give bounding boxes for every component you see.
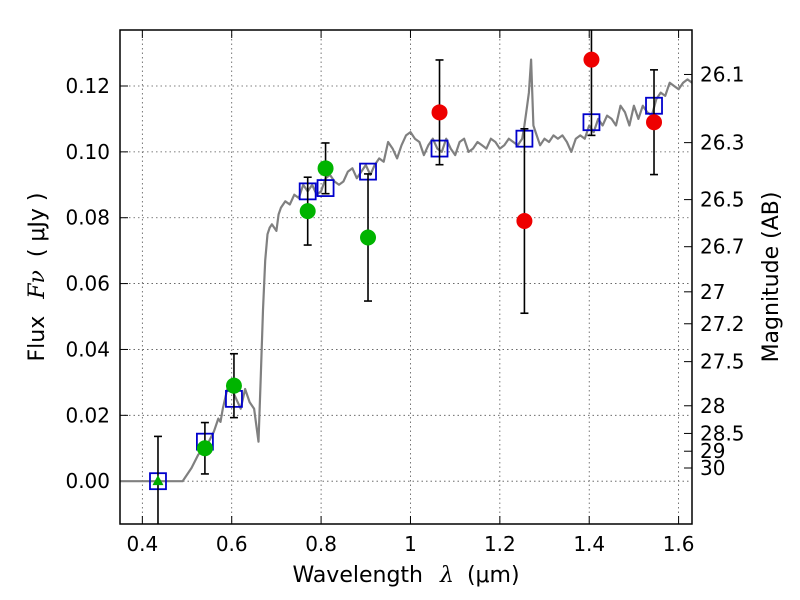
x-axis-label-text: Wavelength — [292, 563, 423, 588]
observed-photometry-point — [225, 377, 242, 394]
y-tick-label: 0.00 — [65, 469, 110, 493]
magnitude-tick-label: 26.7 — [700, 235, 745, 259]
magnitude-tick-label: 29 — [700, 439, 725, 463]
magnitude-tick-label: 28.5 — [700, 421, 745, 445]
y-axis-label-text: Flux — [25, 316, 50, 362]
x-tick-label: 0.6 — [216, 532, 248, 556]
y-axis-var: Fν — [25, 270, 50, 300]
y-tick-label: 0.04 — [65, 337, 110, 361]
magnitude-tick-label: 27 — [700, 280, 725, 304]
observed-photometry-point — [516, 213, 533, 230]
x-tick-label: 1.2 — [484, 532, 516, 556]
observed-photometry-point — [299, 203, 316, 220]
magnitude-tick-label: 26.5 — [700, 188, 745, 212]
y-tick-label: 0.02 — [65, 403, 110, 427]
y-axis-title: Flux Fν ( μJy ) — [25, 192, 50, 361]
sed-curve-group — [120, 58, 692, 483]
axis-ticks: 0.4 0.6 0.8 1 1.2 1.4 1.6 0.00 0.02 0.04 0.06 0.08 0… — [65, 30, 745, 556]
x-axis-unit: (μm) — [467, 563, 520, 588]
magnitude-tick-label: 27.5 — [700, 350, 745, 374]
magnitude-tick-label: 28 — [700, 394, 725, 418]
observed-photometry-point — [360, 229, 377, 246]
grid — [120, 30, 692, 524]
upper-limit-triangle — [152, 475, 164, 486]
x-tick-label: 1 — [404, 532, 417, 556]
plot-area — [120, 30, 692, 524]
observed-photometry-point — [583, 51, 600, 68]
magnitude-tick-label: 27.2 — [700, 312, 745, 336]
observed-photometry-point — [196, 440, 213, 457]
y-tick-label: 0.12 — [65, 74, 110, 98]
magnitude-tick-label: 26.1 — [700, 62, 745, 86]
y-tick-label: 0.06 — [65, 272, 110, 296]
x-tick-label: 1.4 — [573, 532, 605, 556]
sed-model-curve — [120, 58, 692, 483]
x-tick-label: 0.8 — [305, 532, 337, 556]
markers-group — [149, 30, 663, 524]
x-axis-var: λ — [439, 563, 454, 588]
magnitude-tick-label: 30 — [700, 456, 725, 480]
plot-frame — [119, 29, 693, 525]
observed-photometry-point — [431, 104, 448, 121]
x-axis-title: Wavelength λ (μm) — [292, 563, 519, 588]
observed-photometry-point — [646, 114, 663, 131]
magnitude-tick-label: 26.3 — [700, 131, 745, 155]
y-axis-unit: ( μJy ) — [25, 192, 50, 257]
observed-photometry-point — [317, 160, 334, 177]
y-tick-label: 0.10 — [65, 140, 110, 164]
x-tick-label: 0.4 — [126, 532, 158, 556]
x-tick-label: 1.6 — [663, 532, 695, 556]
y-tick-label: 0.08 — [65, 206, 110, 230]
y2-axis-title: Magnitude (AB) — [759, 192, 784, 363]
